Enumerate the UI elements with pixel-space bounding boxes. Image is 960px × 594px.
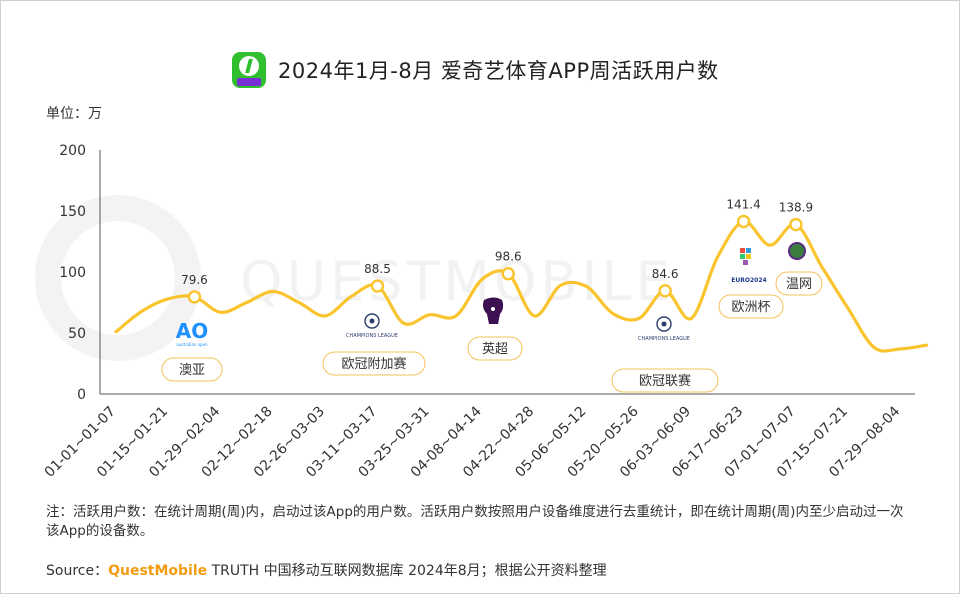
australian-open-logo-icon: AO xyxy=(176,319,208,343)
euro-logo-tile xyxy=(743,260,748,265)
event-label-box xyxy=(161,357,223,382)
y-tick-label: 150 xyxy=(59,204,86,220)
y-tick-label: 50 xyxy=(68,326,86,342)
data-label: 84.6 xyxy=(652,267,679,281)
data-point-marker xyxy=(658,284,672,298)
data-markers xyxy=(187,214,803,304)
data-label: 141.4 xyxy=(726,197,760,211)
event-annotations: AO australian open 澳亚 CHAMPIONS LEAGUE 欧… xyxy=(161,242,823,393)
euro-logo-tile xyxy=(746,254,751,259)
data-labels: 79.6 88.5 98.6 84.6 141.4 138.9 xyxy=(181,197,813,286)
event-label-box xyxy=(775,271,823,296)
event-label-box xyxy=(322,351,426,376)
source-text: TRUTH 中国移动互联网数据库 2024年8月；根据公开资料整理 xyxy=(207,563,607,579)
champions-league-ball-center xyxy=(369,318,375,324)
event-label: 欧冠附加赛 xyxy=(341,356,406,372)
event-label-box xyxy=(467,336,523,361)
premier-league-crown-dot xyxy=(491,307,495,311)
euro-logo-tile xyxy=(740,248,745,253)
y-axis-ticks: 0 50 100 150 200 xyxy=(59,143,86,403)
event-premier-league: 英超 xyxy=(467,297,523,361)
champions-league-ball-center xyxy=(661,321,667,327)
data-point-marker xyxy=(501,267,515,281)
data-label: 79.6 xyxy=(181,273,208,287)
event-label-box xyxy=(611,368,719,393)
event-australian-open: AO australian open 澳亚 xyxy=(161,319,223,382)
watermark: QUESTMOBILE xyxy=(35,195,674,361)
event-wimbledon: 温网 xyxy=(775,242,823,296)
watermark-text: QUESTMOBILE xyxy=(240,250,674,313)
australian-open-logo-caption: australian open xyxy=(176,342,208,347)
data-point-marker xyxy=(789,217,803,232)
x-axis-ticks: 01-01~01-0701-15~01-2101-29~02-0402-12~0… xyxy=(42,403,904,480)
event-label: 英超 xyxy=(482,342,508,357)
event-label: 欧洲杯 xyxy=(731,300,770,315)
y-tick-label: 100 xyxy=(59,265,86,281)
watermark-logo-icon xyxy=(35,195,201,361)
wimbledon-icon xyxy=(788,242,806,260)
data-label: 98.6 xyxy=(495,250,522,264)
y-tick-label: 0 xyxy=(77,387,86,403)
data-label: 138.9 xyxy=(779,201,813,215)
event-ucl-playoff: CHAMPIONS LEAGUE 欧冠附加赛 xyxy=(322,313,426,376)
event-label-box xyxy=(718,294,784,319)
event-label: 澳亚 xyxy=(179,362,205,378)
event-label: 欧冠联赛 xyxy=(639,373,691,389)
y-tick-label: 200 xyxy=(59,143,86,159)
source-brand: QuestMobile xyxy=(108,563,208,579)
iqiyi-sports-app-icon xyxy=(232,52,266,88)
euro-logo-tile xyxy=(746,248,751,253)
champions-league-logo-text: CHAMPIONS LEAGUE xyxy=(346,333,398,339)
data-point-marker xyxy=(187,290,202,304)
data-point-marker xyxy=(370,279,385,293)
event-label: 温网 xyxy=(786,277,812,292)
data-point-marker xyxy=(736,214,751,229)
euro-2024-logo-icon: EURO2024 xyxy=(731,277,766,284)
footnote: 注：活跃用户数：在统计周期(周)内，启动过该App的用户数。活跃用户数按照用户设… xyxy=(46,504,904,539)
event-ucl: CHAMPIONS LEAGUE 欧冠联赛 xyxy=(611,316,719,393)
source-line: Source：QuestMobile TRUTH 中国移动互联网数据库 2024… xyxy=(46,560,607,580)
source-prefix: Source： xyxy=(46,563,109,579)
data-label: 88.5 xyxy=(364,262,391,276)
champions-league-logo-text: CHAMPIONS LEAGUE xyxy=(638,336,690,342)
title-block: 2024年1月-8月 爱奇艺体育APP周活跃用户数 xyxy=(232,50,719,90)
axes xyxy=(99,150,915,395)
event-euro-2024: EURO2024 欧洲杯 xyxy=(718,248,784,319)
unit-label: 单位：万 xyxy=(46,106,102,122)
chart-title: 2024年1月-8月 爱奇艺体育APP周活跃用户数 xyxy=(278,59,719,83)
euro-logo-tile xyxy=(740,254,745,259)
